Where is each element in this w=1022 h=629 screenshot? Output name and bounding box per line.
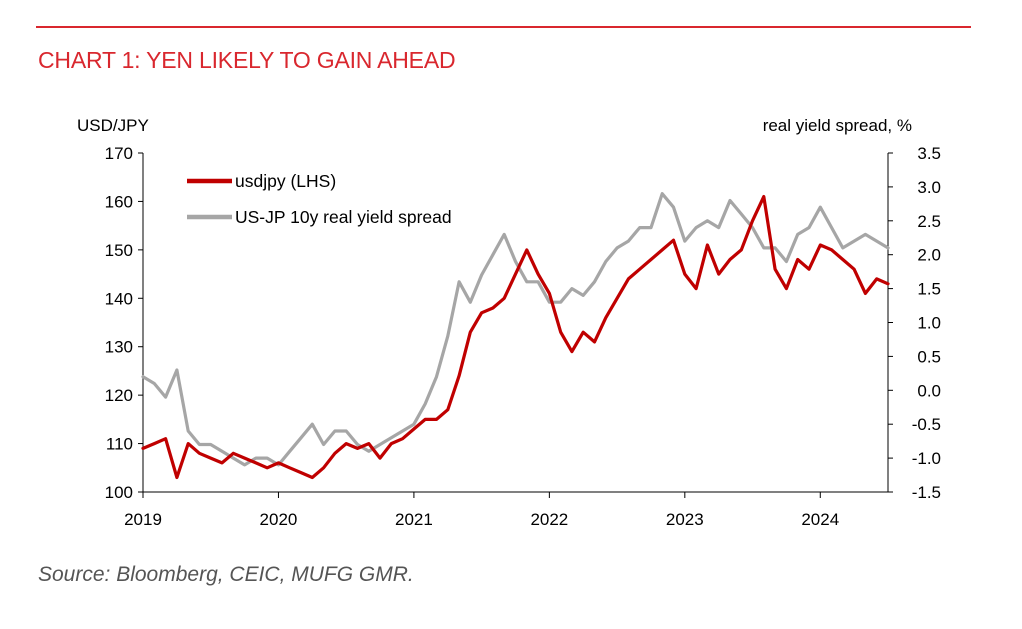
chart-title: CHART 1: YEN LIKELY TO GAIN AHEAD: [38, 47, 456, 73]
right-tick-label: 0.5: [917, 347, 941, 366]
right-tick-label: 0.0: [917, 381, 941, 400]
right-tick-label: 2.0: [917, 246, 941, 265]
right-tick-label: -1.0: [912, 449, 941, 468]
top-rule: [36, 26, 971, 28]
right-tick-label: 3.5: [917, 144, 941, 163]
right-tick-label: 3.0: [917, 178, 941, 197]
left-tick-label: 160: [105, 192, 133, 211]
spread-series-line: [141, 192, 890, 467]
left-tick-label: 100: [105, 483, 133, 502]
x-tick-label: 2019: [124, 510, 162, 529]
left-tick-label: 120: [105, 386, 133, 405]
right-tick-label: 1.5: [917, 280, 941, 299]
legend-label-usdjpy: usdjpy (LHS): [235, 171, 336, 191]
right-tick-label: -0.5: [912, 415, 941, 434]
left-tick-label: 150: [105, 241, 133, 260]
legend: usdjpy (LHS) US-JP 10y real yield spread: [187, 171, 452, 227]
legend-label-spread: US-JP 10y real yield spread: [235, 207, 452, 227]
left-tick-label: 110: [106, 435, 133, 454]
x-tick-label: 2024: [801, 510, 839, 529]
left-tick-label: 130: [105, 338, 133, 357]
left-axis-title: USD/JPY: [77, 116, 149, 135]
series-layer: [141, 192, 890, 480]
axes: 100 110 120 130 140 150 160 170 -1.5 -1.0 -0.5 0.0 0…: [77, 116, 941, 529]
source-note: Source: Bloomberg, CEIC, MUFG GMR.: [38, 563, 414, 586]
x-tick-label: 2021: [395, 510, 433, 529]
right-axis-title: real yield spread, %: [763, 116, 912, 135]
x-tick-label: 2022: [530, 510, 568, 529]
right-tick-label: -1.5: [912, 483, 941, 502]
x-tick-label: 2023: [666, 510, 704, 529]
left-tick-label: 170: [105, 144, 133, 163]
usdjpy-series-line: [141, 195, 890, 480]
right-tick-label: 2.5: [917, 212, 941, 231]
right-tick-label: 1.0: [917, 314, 941, 333]
left-tick-label: 140: [105, 289, 133, 308]
x-tick-label: 2020: [260, 510, 298, 529]
